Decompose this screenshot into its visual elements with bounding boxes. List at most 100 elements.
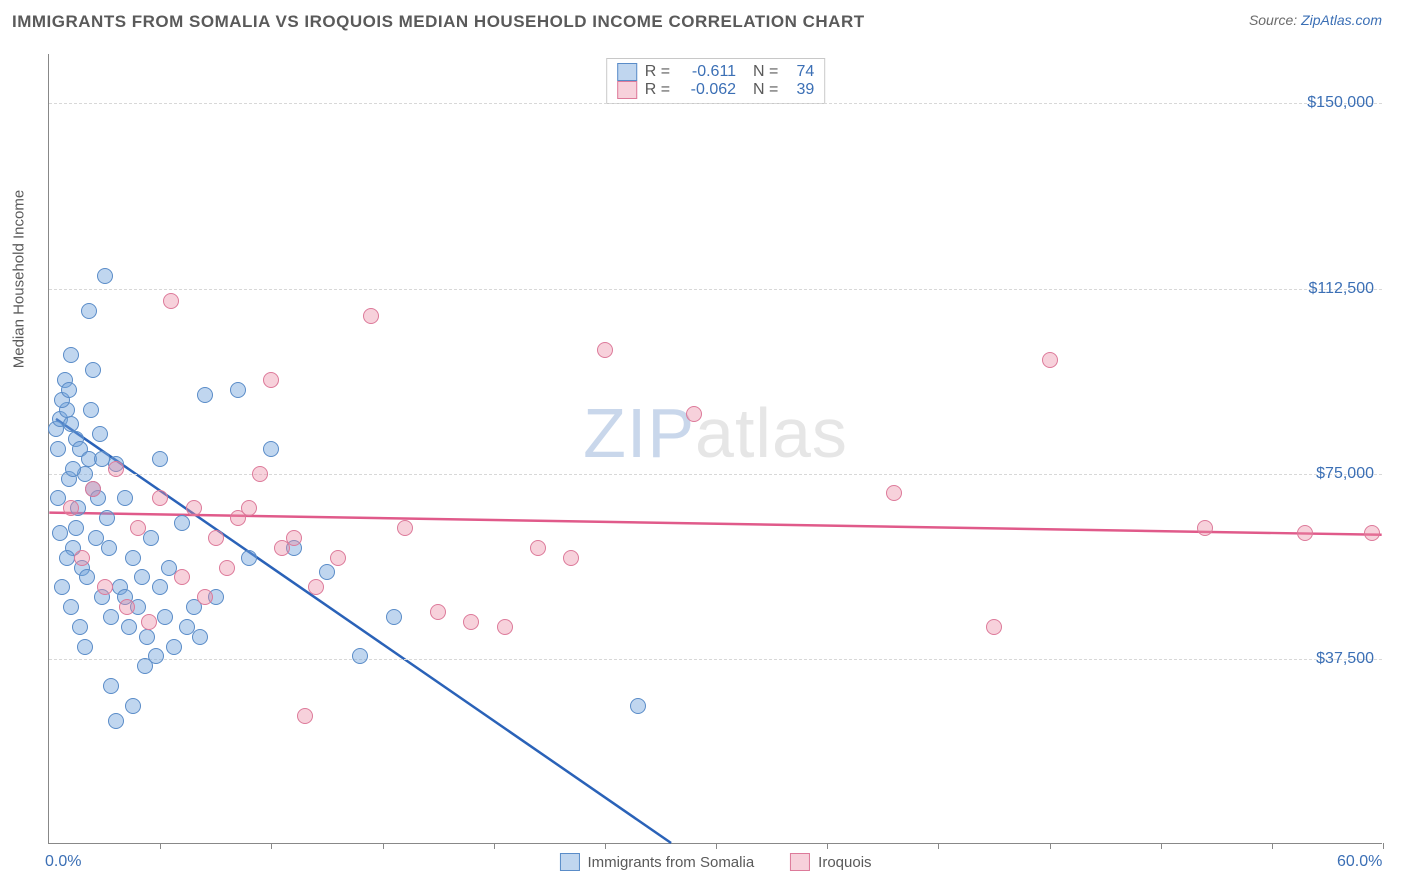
scatter-point bbox=[79, 569, 95, 585]
gridline bbox=[49, 103, 1382, 104]
stat-r-value: -0.611 bbox=[678, 63, 736, 81]
scatter-point bbox=[530, 540, 546, 556]
gridline bbox=[49, 474, 1382, 475]
scatter-point bbox=[563, 550, 579, 566]
legend-swatch bbox=[617, 81, 637, 99]
y-axis-title: Median Household Income bbox=[11, 189, 28, 367]
scatter-point bbox=[1042, 352, 1058, 368]
legend-label: Immigrants from Somalia bbox=[587, 854, 754, 871]
scatter-point bbox=[163, 293, 179, 309]
scatter-point bbox=[72, 619, 88, 635]
x-tick bbox=[827, 843, 828, 849]
scatter-point bbox=[1197, 520, 1213, 536]
y-tick-label: $37,500 bbox=[1316, 650, 1374, 668]
scatter-point bbox=[85, 481, 101, 497]
chart-title: IMMIGRANTS FROM SOMALIA VS IROQUOIS MEDI… bbox=[12, 12, 865, 32]
scatter-point bbox=[263, 441, 279, 457]
stat-r-label: R = bbox=[645, 81, 670, 99]
source-label: Source: ZipAtlas.com bbox=[1249, 12, 1382, 28]
scatter-point bbox=[686, 406, 702, 422]
scatter-point bbox=[108, 713, 124, 729]
scatter-point bbox=[197, 387, 213, 403]
scatter-chart: Median Household Income ZIPatlas R =-0.6… bbox=[48, 54, 1382, 844]
scatter-point bbox=[65, 461, 81, 477]
stat-r-label: R = bbox=[645, 63, 670, 81]
legend-swatch bbox=[790, 853, 810, 871]
scatter-point bbox=[397, 520, 413, 536]
scatter-point bbox=[139, 629, 155, 645]
scatter-point bbox=[63, 500, 79, 516]
scatter-point bbox=[241, 500, 257, 516]
trend-lines bbox=[49, 54, 1382, 843]
scatter-point bbox=[230, 382, 246, 398]
scatter-point bbox=[152, 579, 168, 595]
scatter-point bbox=[141, 614, 157, 630]
scatter-point bbox=[59, 550, 75, 566]
scatter-point bbox=[125, 550, 141, 566]
x-tick bbox=[1383, 843, 1384, 849]
scatter-point bbox=[286, 530, 302, 546]
x-tick bbox=[383, 843, 384, 849]
scatter-point bbox=[352, 648, 368, 664]
scatter-point bbox=[319, 564, 335, 580]
scatter-point bbox=[152, 451, 168, 467]
x-tick bbox=[1050, 843, 1051, 849]
scatter-point bbox=[166, 639, 182, 655]
scatter-point bbox=[99, 510, 115, 526]
scatter-point bbox=[241, 550, 257, 566]
scatter-point bbox=[92, 426, 108, 442]
scatter-point bbox=[119, 599, 135, 615]
gridline bbox=[49, 659, 1382, 660]
scatter-point bbox=[54, 579, 70, 595]
scatter-point bbox=[192, 629, 208, 645]
scatter-point bbox=[108, 461, 124, 477]
y-tick-label: $112,500 bbox=[1308, 280, 1374, 298]
stat-n-value: 39 bbox=[786, 81, 814, 99]
stat-n-value: 74 bbox=[786, 63, 814, 81]
x-tick bbox=[716, 843, 717, 849]
source-link[interactable]: ZipAtlas.com bbox=[1301, 12, 1382, 28]
scatter-point bbox=[103, 678, 119, 694]
x-tick bbox=[1161, 843, 1162, 849]
scatter-point bbox=[886, 485, 902, 501]
legend-row: R =-0.062 N =39 bbox=[617, 81, 815, 99]
scatter-point bbox=[497, 619, 513, 635]
scatter-point bbox=[263, 372, 279, 388]
scatter-point bbox=[986, 619, 1002, 635]
scatter-point bbox=[630, 698, 646, 714]
scatter-point bbox=[134, 569, 150, 585]
x-tick bbox=[938, 843, 939, 849]
scatter-point bbox=[61, 382, 77, 398]
legend-item: Immigrants from Somalia bbox=[559, 853, 754, 871]
y-tick-label: $150,000 bbox=[1307, 94, 1374, 112]
x-tick bbox=[605, 843, 606, 849]
scatter-point bbox=[83, 402, 99, 418]
correlation-legend: R =-0.611 N =74R =-0.062 N =39 bbox=[606, 58, 826, 104]
gridline bbox=[49, 289, 1382, 290]
scatter-point bbox=[219, 560, 235, 576]
scatter-point bbox=[74, 550, 90, 566]
legend-swatch bbox=[617, 63, 637, 81]
scatter-point bbox=[386, 609, 402, 625]
legend-label: Iroquois bbox=[818, 854, 871, 871]
scatter-point bbox=[81, 303, 97, 319]
scatter-point bbox=[68, 520, 84, 536]
y-tick-label: $75,000 bbox=[1316, 465, 1374, 483]
scatter-point bbox=[63, 599, 79, 615]
scatter-point bbox=[130, 520, 146, 536]
scatter-point bbox=[174, 569, 190, 585]
x-tick bbox=[160, 843, 161, 849]
stat-r-value: -0.062 bbox=[678, 81, 736, 99]
scatter-point bbox=[63, 416, 79, 432]
scatter-point bbox=[50, 441, 66, 457]
x-tick bbox=[271, 843, 272, 849]
scatter-point bbox=[63, 347, 79, 363]
scatter-point bbox=[174, 515, 190, 531]
scatter-point bbox=[430, 604, 446, 620]
x-tick bbox=[1272, 843, 1273, 849]
chart-header: IMMIGRANTS FROM SOMALIA VS IROQUOIS MEDI… bbox=[0, 0, 1406, 40]
legend-item: Iroquois bbox=[790, 853, 871, 871]
legend-swatch bbox=[559, 853, 579, 871]
scatter-point bbox=[125, 698, 141, 714]
scatter-point bbox=[330, 550, 346, 566]
